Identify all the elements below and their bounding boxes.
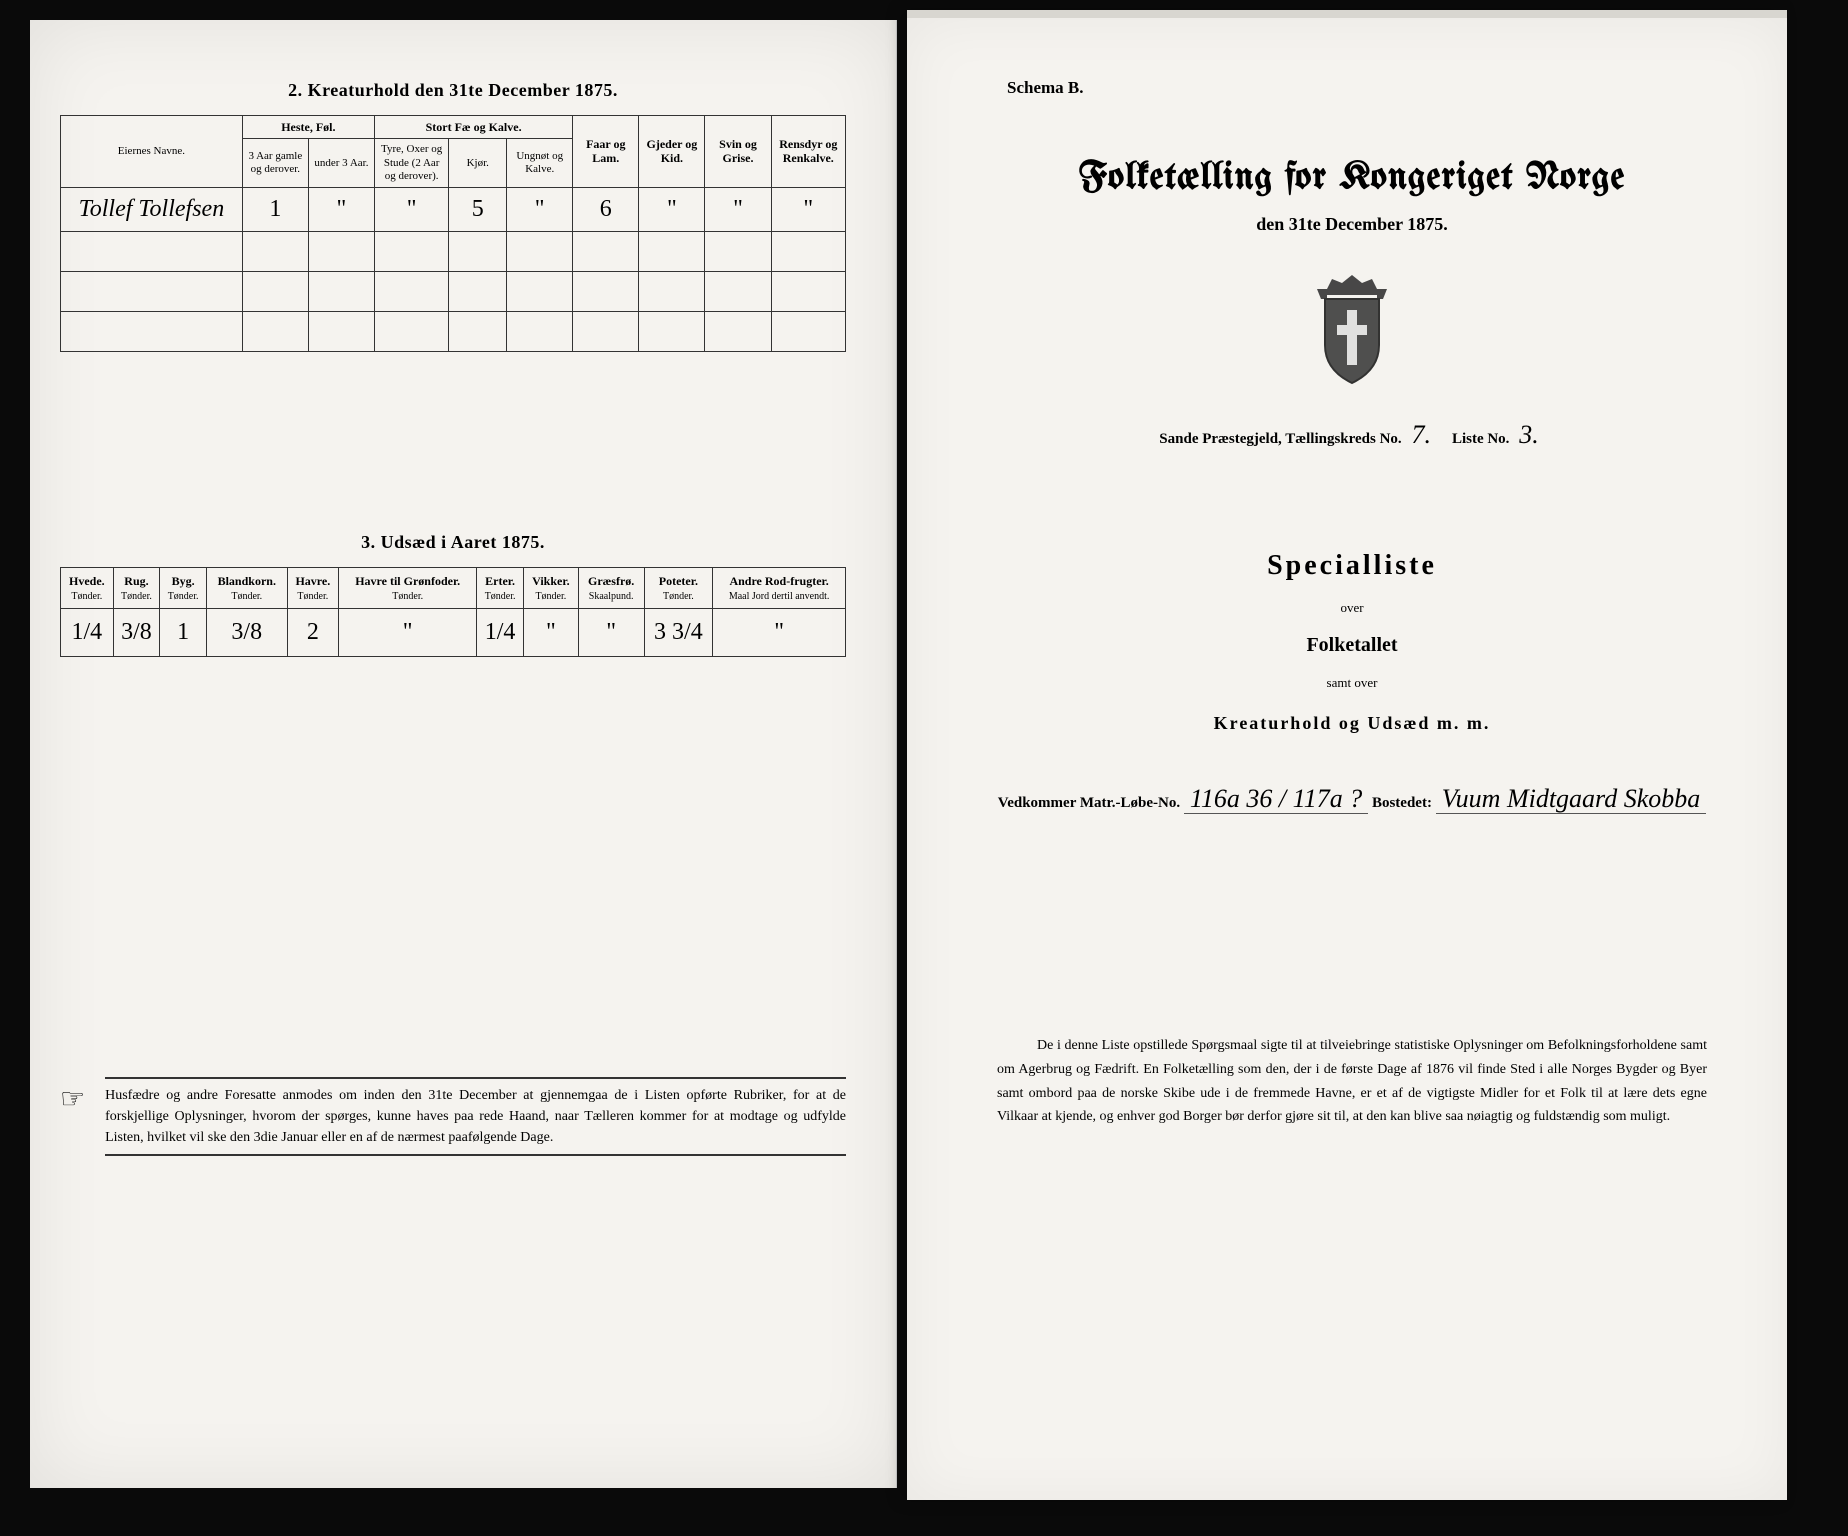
seed-h: Vikker.Tønder. bbox=[523, 567, 578, 608]
h-cattle-c: Ungnøt og Kalve. bbox=[507, 139, 573, 188]
table-row bbox=[61, 271, 846, 311]
cell: " bbox=[705, 187, 771, 231]
section3-title: 3. Udsæd i Aaret 1875. bbox=[60, 532, 846, 553]
kreaturhold: Kreaturhold og Udsæd m. m. bbox=[987, 713, 1717, 734]
grp-horses: Heste, Føl. bbox=[242, 116, 374, 139]
seed-h: Havre til Grønfoder.Tønder. bbox=[339, 567, 477, 608]
left-page: 2. Kreaturhold den 31te December 1875. E… bbox=[30, 20, 897, 1488]
section2-title: 2. Kreaturhold den 31te December 1875. bbox=[60, 80, 846, 101]
col-owner: Eiernes Navne. bbox=[61, 116, 243, 188]
specialliste: Specialliste bbox=[987, 550, 1717, 582]
cell: 1/4 bbox=[477, 608, 524, 656]
right-page: Schema B. Folketælling for Kongeriget No… bbox=[907, 10, 1787, 1500]
seed-h: Byg.Tønder. bbox=[160, 567, 207, 608]
bottom-paragraph: De i denne Liste opstillede Spørgsmaal s… bbox=[987, 1034, 1717, 1129]
cell: " bbox=[374, 187, 448, 231]
cell: 1 bbox=[242, 187, 308, 231]
folketallet: Folketallet bbox=[987, 634, 1717, 657]
page-spread: 2. Kreaturhold den 31te December 1875. E… bbox=[0, 0, 1848, 1536]
table-row: Tollef Tollefsen 1 " " 5 " 6 " " " bbox=[61, 187, 846, 231]
seed-h: Græsfrø.Skaalpund. bbox=[578, 567, 644, 608]
schema-label: Schema B. bbox=[1007, 78, 1717, 98]
matr-no: 116a 36 / 117a ? bbox=[1184, 784, 1368, 814]
seed-h: Andre Rod-frugter.Maal Jord dertil anven… bbox=[713, 567, 846, 608]
cell: " bbox=[578, 608, 644, 656]
seed-h: Rug.Tønder. bbox=[113, 567, 160, 608]
liste-label: Liste No. bbox=[1452, 431, 1510, 447]
census-date: den 31te December 1875. bbox=[987, 214, 1717, 235]
footnote-text: Husfædre og andre Foresatte anmodes om i… bbox=[105, 1077, 846, 1156]
vedkommer-line: Vedkommer Matr.-Løbe-No. 116a 36 / 117a … bbox=[987, 784, 1717, 814]
cell: 3/8 bbox=[113, 608, 160, 656]
footnote: ☞ Husfædre og andre Foresatte anmodes om… bbox=[60, 1077, 846, 1156]
cell: 3 3/4 bbox=[644, 608, 713, 656]
table-row bbox=[61, 231, 846, 271]
livestock-table: Eiernes Navne. Heste, Føl. Stort Fæ og K… bbox=[60, 115, 846, 352]
bosted-label: Bostedet: bbox=[1372, 795, 1432, 811]
seed-h: Blandkorn.Tønder. bbox=[206, 567, 287, 608]
h-cattle-b: Kjør. bbox=[449, 139, 507, 188]
grp-pigs: Svin og Grise. bbox=[705, 116, 771, 188]
coat-of-arms-icon bbox=[987, 275, 1717, 390]
vedk-label: Vedkommer Matr.-Løbe-No. bbox=[998, 795, 1180, 811]
seed-table: Hvede.Tønder. Rug.Tønder. Byg.Tønder. Bl… bbox=[60, 567, 846, 657]
liste-no: 3. bbox=[1513, 420, 1545, 449]
h-horse-b: under 3 Aar. bbox=[308, 139, 374, 188]
seed-h: Erter.Tønder. bbox=[477, 567, 524, 608]
cell: " bbox=[771, 187, 845, 231]
cell: " bbox=[339, 608, 477, 656]
h-cattle-a: Tyre, Oxer og Stude (2 Aar og derover). bbox=[374, 139, 448, 188]
grp-goats: Gjeder og Kid. bbox=[639, 116, 705, 188]
kreds-no: 7. bbox=[1405, 420, 1437, 449]
bosted: Vuum Midtgaard Skobba bbox=[1436, 784, 1707, 814]
parish-label: Sande Præstegjeld, Tællingskreds No. bbox=[1159, 431, 1401, 447]
owner-name: Tollef Tollefsen bbox=[61, 187, 243, 231]
cell: " bbox=[713, 608, 846, 656]
seed-h: Havre.Tønder. bbox=[287, 567, 339, 608]
cell: 1/4 bbox=[61, 608, 114, 656]
table-row bbox=[61, 311, 846, 351]
cell: " bbox=[639, 187, 705, 231]
seed-header-row: Hvede.Tønder. Rug.Tønder. Byg.Tønder. Bl… bbox=[61, 567, 846, 608]
seed-h: Poteter.Tønder. bbox=[644, 567, 713, 608]
grp-reindeer: Rensdyr og Renkalve. bbox=[771, 116, 845, 188]
cell: 6 bbox=[573, 187, 639, 231]
cell: " bbox=[523, 608, 578, 656]
cell: 3/8 bbox=[206, 608, 287, 656]
samt-over: samt over bbox=[987, 675, 1717, 691]
pointing-hand-icon: ☞ bbox=[60, 1077, 85, 1156]
parish-line: Sande Præstegjeld, Tællingskreds No. 7. … bbox=[987, 420, 1717, 450]
main-title: Folketælling for Kongeriget Norge bbox=[987, 158, 1717, 198]
cell: 5 bbox=[449, 187, 507, 231]
over: over bbox=[987, 600, 1717, 616]
grp-sheep: Faar og Lam. bbox=[573, 116, 639, 188]
cell: " bbox=[507, 187, 573, 231]
h-horse-a: 3 Aar gamle og derover. bbox=[242, 139, 308, 188]
cell: " bbox=[308, 187, 374, 231]
grp-cattle: Stort Fæ og Kalve. bbox=[374, 116, 572, 139]
seed-h: Hvede.Tønder. bbox=[61, 567, 114, 608]
cell: 2 bbox=[287, 608, 339, 656]
seed-data-row: 1/4 3/8 1 3/8 2 " 1/4 " " 3 3/4 " bbox=[61, 608, 846, 656]
cell: 1 bbox=[160, 608, 207, 656]
